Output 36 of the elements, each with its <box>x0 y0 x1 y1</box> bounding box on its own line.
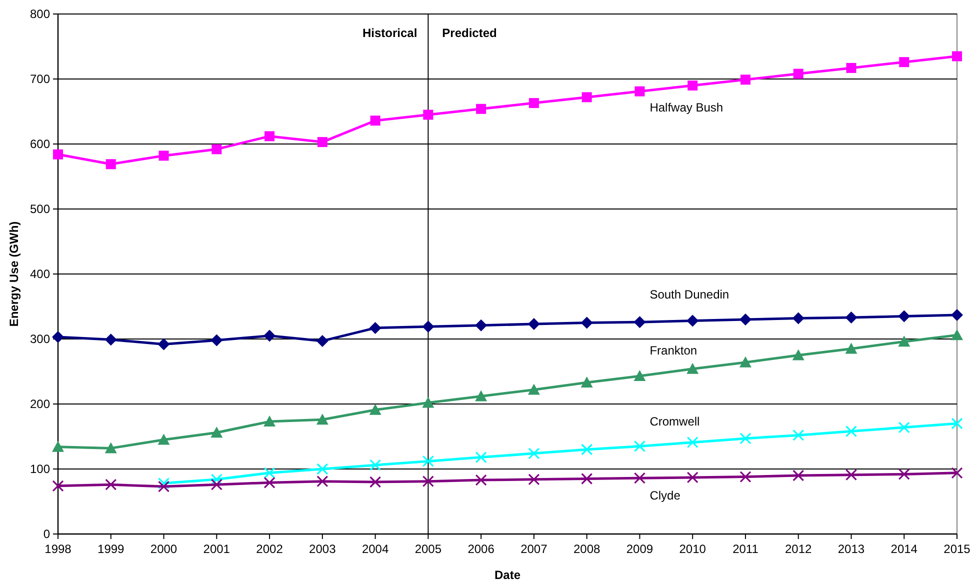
x-tick-label: 2003 <box>309 542 336 556</box>
series-label: Frankton <box>650 343 698 358</box>
x-tick-label: 2001 <box>203 542 230 556</box>
y-tick-label: 100 <box>30 462 50 476</box>
x-tick-label: 2011 <box>732 542 759 556</box>
y-tick-label: 200 <box>30 397 50 412</box>
x-tick-label: 2000 <box>150 542 178 556</box>
x-tick-label: 2009 <box>626 542 654 556</box>
y-tick-label: 400 <box>30 267 50 282</box>
series-label: Cromwell <box>650 414 700 428</box>
y-tick-label: 600 <box>30 137 50 152</box>
x-tick-label: 1998 <box>44 542 72 556</box>
x-tick-label: 2005 <box>414 542 442 556</box>
x-tick-label: 2015 <box>944 542 971 556</box>
x-axis-title: Date <box>494 568 521 582</box>
series-label: South Dunedin <box>650 287 730 302</box>
y-tick-label: 700 <box>30 72 50 86</box>
x-tick-label: 2012 <box>785 542 812 556</box>
y-tick-label: 800 <box>30 7 50 22</box>
y-tick-label: 0 <box>43 527 50 542</box>
x-tick-label: 2014 <box>890 542 918 556</box>
y-tick-label: 300 <box>30 332 50 346</box>
x-tick-label: 2008 <box>573 542 600 556</box>
x-tick-label: 2013 <box>838 542 865 556</box>
x-tick-label: 1999 <box>98 542 125 556</box>
series-label: Clyde <box>650 488 681 502</box>
y-axis-title: Energy Use (GWh) <box>7 221 21 327</box>
annotation: Historical <box>362 26 418 40</box>
x-tick-label: 2004 <box>362 542 389 556</box>
x-tick-label: 2007 <box>520 542 548 556</box>
annotation: Predicted <box>442 26 497 40</box>
y-tick-label: 500 <box>30 202 50 216</box>
x-tick-label: 2002 <box>256 542 284 556</box>
series-label: Halfway Bush <box>650 100 724 115</box>
x-tick-label: 2010 <box>679 542 706 556</box>
x-tick-label: 2006 <box>468 542 495 556</box>
